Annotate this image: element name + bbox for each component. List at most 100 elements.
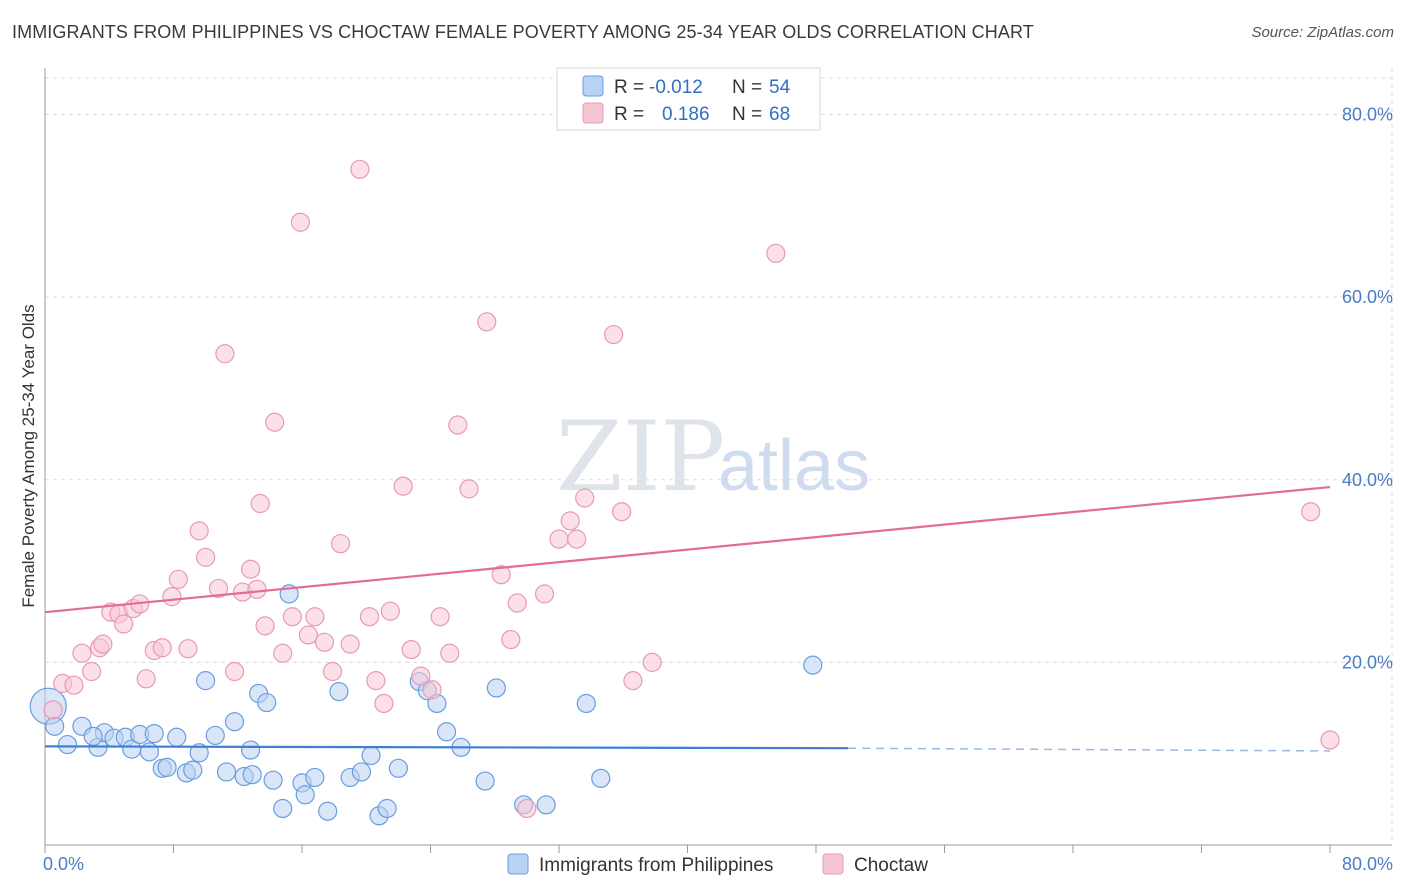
point-choctaw xyxy=(340,634,360,654)
point-choctaw xyxy=(642,652,662,672)
point-philippines xyxy=(377,798,397,819)
point-choctaw xyxy=(247,579,267,599)
point-choctaw xyxy=(136,669,156,689)
point-choctaw xyxy=(477,312,497,332)
y-tick-label: 40.0% xyxy=(1342,470,1393,490)
point-philippines xyxy=(351,762,372,782)
point-choctaw xyxy=(440,643,460,663)
point-choctaw xyxy=(168,569,188,589)
point-philippines xyxy=(257,692,277,713)
point-philippines xyxy=(273,798,293,819)
bottom-legend-swatch-choctaw xyxy=(822,853,844,875)
point-philippines xyxy=(57,734,78,755)
point-choctaw xyxy=(196,547,216,567)
point-choctaw xyxy=(430,607,450,627)
legend-n-value-2: 68 xyxy=(769,104,790,125)
point-philippines xyxy=(536,795,556,815)
point-choctaw xyxy=(567,529,587,549)
series-philippines-points xyxy=(29,584,823,826)
point-choctaw xyxy=(517,798,537,819)
point-philippines xyxy=(205,725,225,746)
y-tick-label: 80.0% xyxy=(1342,105,1393,125)
point-choctaw xyxy=(1320,730,1340,750)
point-choctaw xyxy=(1301,502,1321,522)
grid-lines xyxy=(45,68,1393,845)
point-philippines xyxy=(436,722,457,742)
point-choctaw xyxy=(330,534,351,554)
series-choctaw-points xyxy=(43,159,1340,819)
point-choctaw xyxy=(215,344,235,364)
legend-r-label-1: R = xyxy=(614,77,644,98)
point-choctaw xyxy=(93,634,113,654)
y-axis-label: Female Poverty Among 25-34 Year Olds xyxy=(19,304,38,607)
point-philippines xyxy=(263,770,283,790)
point-choctaw xyxy=(604,324,624,345)
legend-n-value-1: 54 xyxy=(769,77,791,98)
chart-title: IMMIGRANTS FROM PHILIPPINES VS CHOCTAW F… xyxy=(12,22,1034,42)
point-choctaw xyxy=(393,476,413,496)
point-choctaw xyxy=(448,415,468,435)
point-choctaw xyxy=(359,607,380,627)
point-choctaw xyxy=(366,671,386,691)
point-choctaw xyxy=(265,412,285,432)
point-philippines xyxy=(216,762,237,782)
point-philippines xyxy=(196,671,216,691)
point-philippines xyxy=(803,655,823,675)
point-philippines xyxy=(189,743,209,763)
trend-lines xyxy=(44,485,1331,752)
point-choctaw xyxy=(224,661,245,682)
bottom-legend: Immigrants from Philippines Choctaw xyxy=(507,853,928,876)
y-tick-label: 20.0% xyxy=(1342,652,1393,672)
point-choctaw xyxy=(623,671,643,691)
point-choctaw xyxy=(241,559,261,579)
point-philippines xyxy=(157,757,177,777)
tick-labels: 20.0% 40.0% 60.0% 80.0% 0.0% 80.0% xyxy=(43,105,1393,874)
x-tick-label: 80.0% xyxy=(1342,854,1393,874)
point-choctaw xyxy=(290,212,310,232)
legend-swatch-philippines xyxy=(582,75,604,97)
point-philippines xyxy=(318,801,338,821)
point-choctaw xyxy=(491,565,511,585)
point-choctaw xyxy=(255,616,275,636)
legend-n-label-1: N = xyxy=(732,77,762,98)
point-choctaw xyxy=(549,529,569,549)
x-tick-label: 0.0% xyxy=(43,854,84,874)
point-philippines xyxy=(45,716,65,736)
point-philippines xyxy=(361,745,381,766)
point-choctaw xyxy=(422,680,442,700)
y-tick-label: 60.0% xyxy=(1342,287,1393,307)
point-choctaw xyxy=(534,584,555,604)
point-choctaw xyxy=(612,502,632,522)
point-philippines xyxy=(576,693,596,714)
point-choctaw xyxy=(350,159,370,179)
point-choctaw xyxy=(208,578,229,599)
point-choctaw xyxy=(501,629,521,650)
point-philippines xyxy=(591,768,611,788)
point-choctaw xyxy=(314,632,335,652)
point-philippines xyxy=(144,724,164,744)
point-choctaw xyxy=(273,643,293,663)
point-choctaw xyxy=(459,479,479,499)
point-choctaw xyxy=(152,638,172,658)
point-philippines xyxy=(242,765,262,785)
point-philippines xyxy=(241,740,261,760)
point-choctaw xyxy=(380,601,400,621)
point-choctaw xyxy=(282,607,302,627)
top-legend: R = -0.012 N = 54 R = 0.186 N = 68 xyxy=(556,67,821,131)
point-choctaw xyxy=(81,661,102,682)
point-choctaw xyxy=(43,700,63,720)
bottom-legend-label-philippines: Immigrants from Philippines xyxy=(539,855,773,876)
point-choctaw xyxy=(189,521,209,541)
point-philippines xyxy=(224,712,245,732)
point-philippines xyxy=(486,678,506,698)
point-philippines xyxy=(329,681,349,702)
point-philippines xyxy=(475,771,495,791)
point-choctaw xyxy=(72,643,92,663)
trend-line-philippines-dashed xyxy=(848,747,1331,752)
point-choctaw xyxy=(305,607,325,627)
point-choctaw xyxy=(250,493,270,514)
point-choctaw xyxy=(560,511,580,531)
trend-line-philippines xyxy=(44,745,849,750)
point-choctaw xyxy=(322,661,343,682)
